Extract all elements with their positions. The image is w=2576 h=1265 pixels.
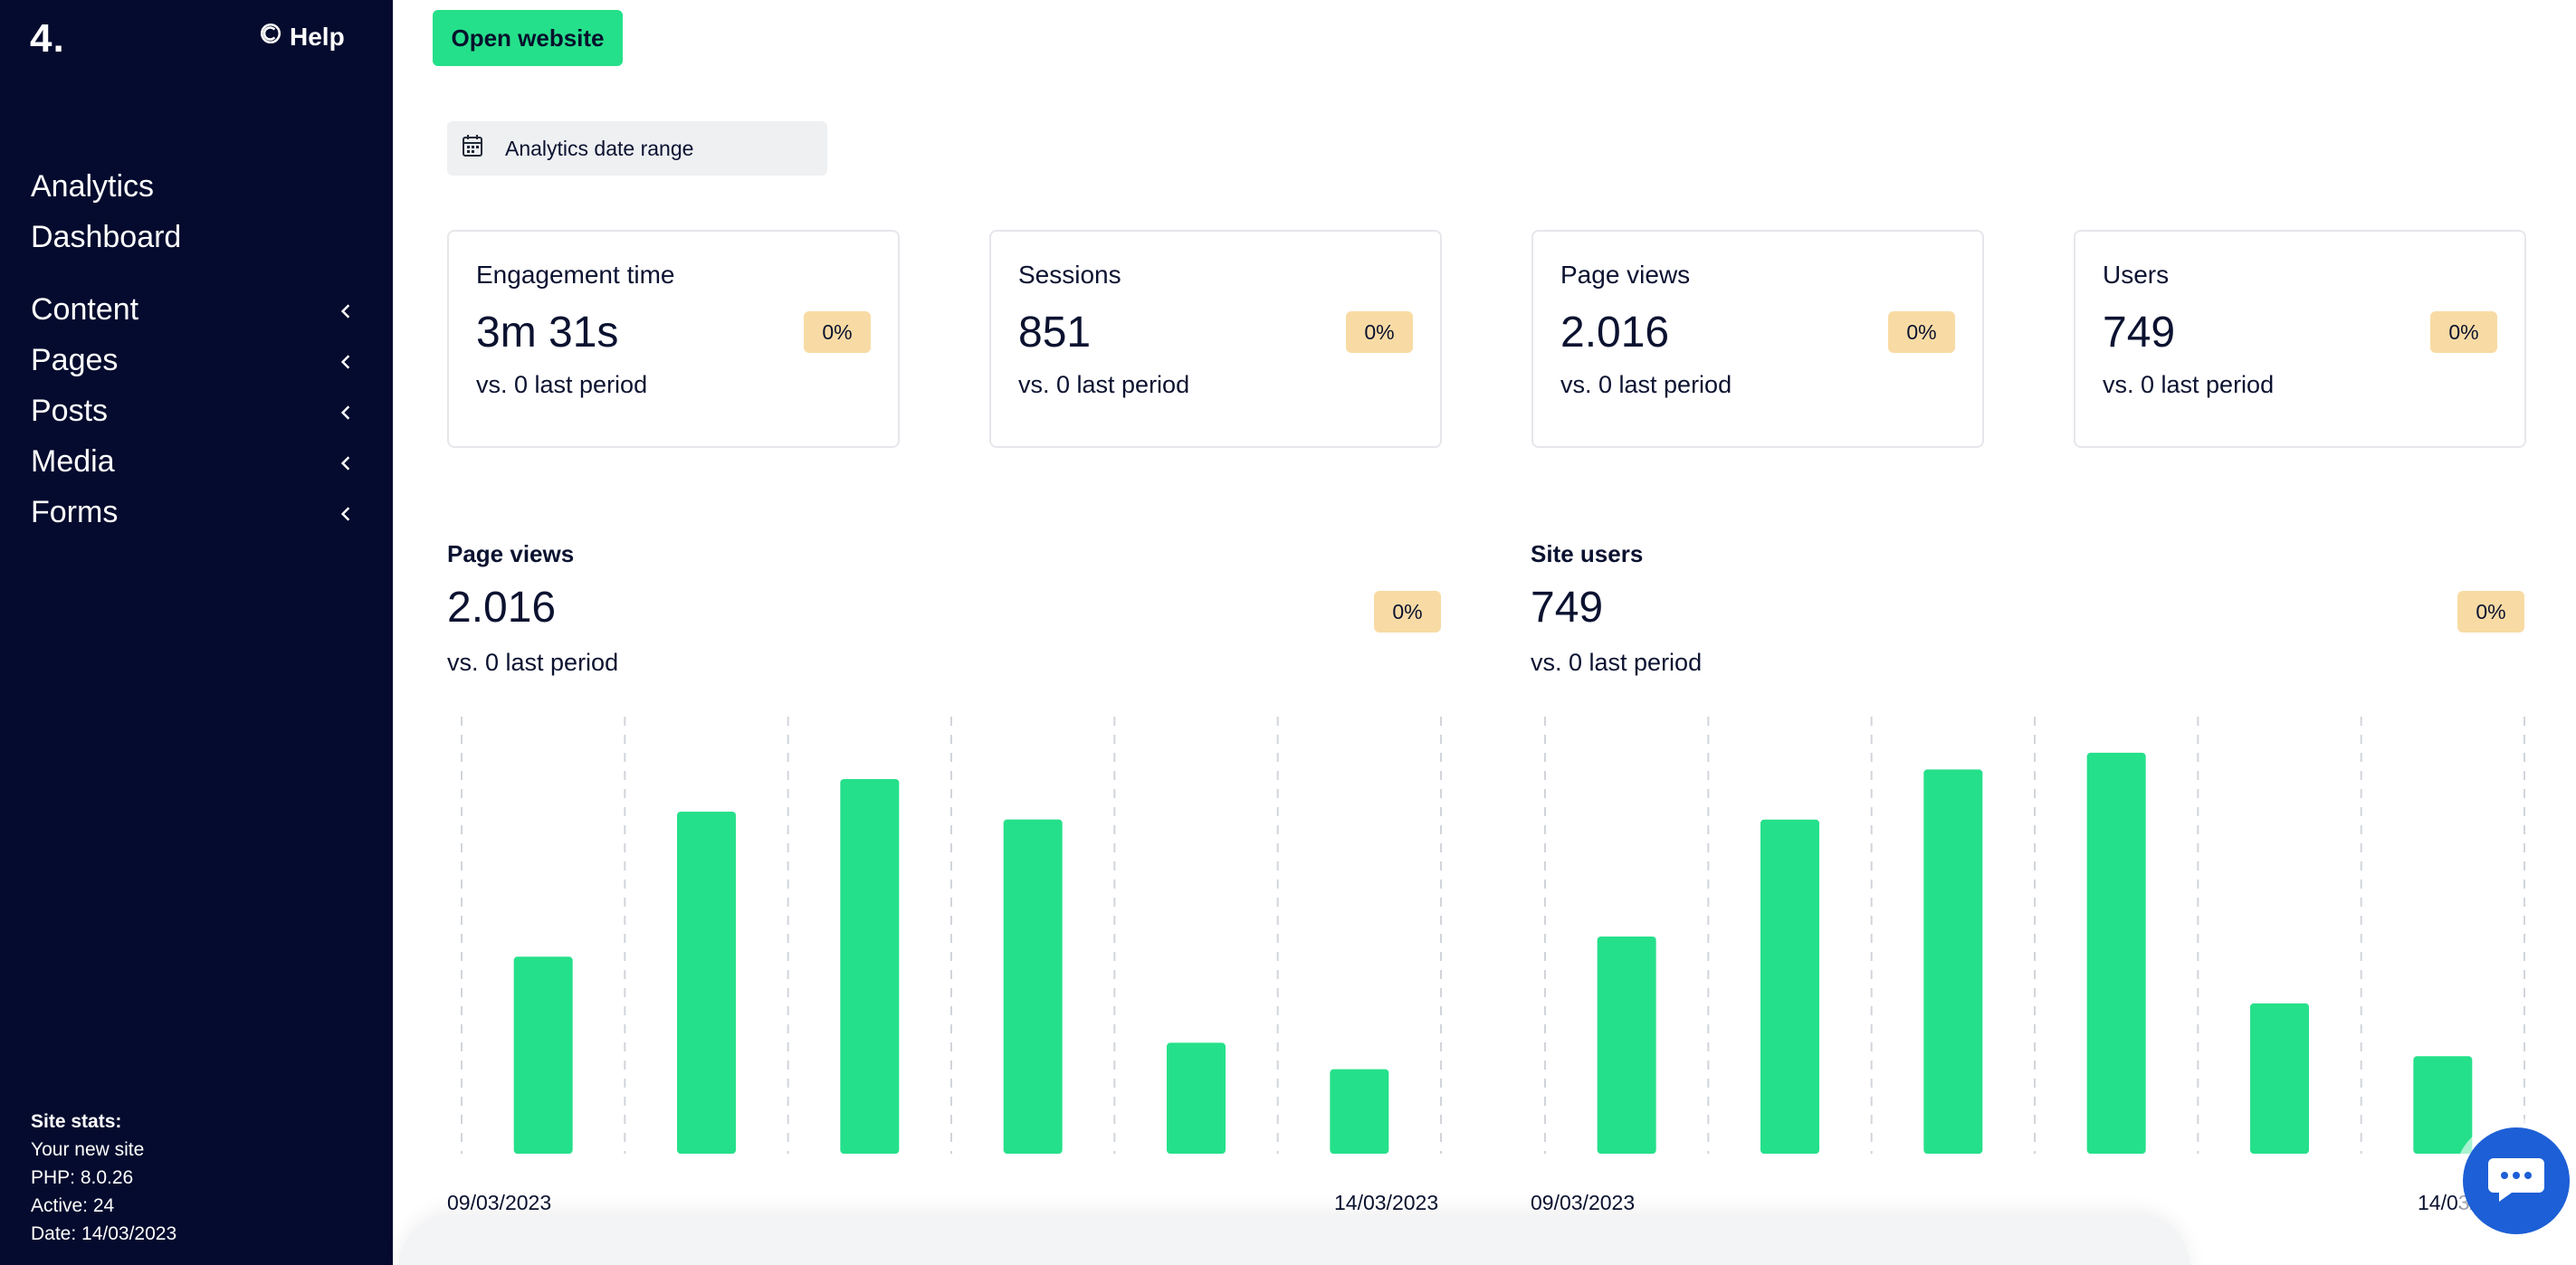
stat-card-sessions: Sessions 851 0% vs. 0 last period xyxy=(989,230,1442,448)
site-stats: Site stats: Your new site PHP: 8.0.26 Ac… xyxy=(31,1108,177,1248)
stat-card-engagement: Engagement time 3m 31s 0% vs. 0 last per… xyxy=(447,230,900,448)
bar-13-03-2023[interactable] xyxy=(2250,1003,2309,1154)
chevron-left-icon xyxy=(339,495,353,530)
calendar-icon xyxy=(462,134,483,163)
chart-value-page-views: 2.016 xyxy=(447,584,557,632)
site-stats-name: Your new site xyxy=(31,1139,145,1160)
help-button[interactable]: Help xyxy=(259,22,345,52)
change-badge: 0% xyxy=(1346,311,1413,353)
chart-value-site-users: 749 xyxy=(1531,584,1604,632)
chat-bubble-icon xyxy=(2485,1153,2548,1210)
chevron-left-icon xyxy=(339,444,353,480)
bar-09-03-2023[interactable] xyxy=(513,956,573,1154)
site-stats-php: PHP: 8.0.26 xyxy=(31,1167,134,1188)
bar-12-03-2023[interactable] xyxy=(1003,819,1063,1154)
page-views-chart xyxy=(461,717,1442,1154)
site-stats-title: Site stats: xyxy=(31,1111,122,1132)
bar-09-03-2023[interactable] xyxy=(1597,937,1656,1154)
stat-card-compare: vs. 0 last period xyxy=(476,371,648,398)
date-range-picker[interactable]: Analytics date range xyxy=(447,121,827,176)
sidebar: 4. Help Analytics Dashboard Content Page… xyxy=(0,0,393,1265)
bar-14-03-2023[interactable] xyxy=(1330,1069,1389,1154)
open-website-button[interactable]: Open website xyxy=(433,10,623,66)
nav-forms-label: Forms xyxy=(31,494,119,529)
change-badge: 0% xyxy=(2457,591,2524,632)
nav-posts-label: Posts xyxy=(31,393,109,428)
bar-11-03-2023[interactable] xyxy=(1923,769,1983,1154)
chevron-left-icon xyxy=(339,343,353,378)
nav-top: Analytics Dashboard xyxy=(31,161,181,262)
stat-card-page-views: Page views 2.016 0% vs. 0 last period xyxy=(1531,230,1984,448)
nav-media[interactable]: Media xyxy=(31,436,353,487)
stat-card-value: 2.016 xyxy=(1560,309,1670,357)
stat-card-value: 749 xyxy=(2103,309,2176,357)
nav-analytics[interactable]: Analytics xyxy=(31,169,155,204)
nav-content[interactable]: Content xyxy=(31,284,353,335)
nav-groups: Content Pages Posts Media Forms xyxy=(31,284,353,537)
main-content: Open website Analytics date range Engage… xyxy=(393,0,2576,1265)
stat-card-compare: vs. 0 last period xyxy=(1018,371,1190,398)
site-stats-active: Active: 24 xyxy=(31,1195,115,1216)
change-badge: 0% xyxy=(2430,311,2497,353)
bar-14-03-2023[interactable] xyxy=(2413,1056,2473,1154)
bar-10-03-2023[interactable] xyxy=(1760,819,1819,1154)
stat-card-compare: vs. 0 last period xyxy=(1560,371,1732,398)
stat-card-label: Page views xyxy=(1560,261,1691,289)
logo[interactable]: 4. xyxy=(30,16,65,61)
chart-compare-page-views: vs. 0 last period xyxy=(447,649,619,676)
bottom-panel xyxy=(398,1214,2190,1265)
change-badge: 0% xyxy=(804,311,871,353)
stat-card-label: Users xyxy=(2103,261,2170,289)
stat-card-value: 851 xyxy=(1018,309,1092,357)
stat-card-label: Sessions xyxy=(1018,261,1121,289)
bar-12-03-2023[interactable] xyxy=(2086,752,2146,1154)
nav-pages[interactable]: Pages xyxy=(31,335,353,385)
nav-media-label: Media xyxy=(31,443,115,479)
change-badge: 0% xyxy=(1888,311,1955,353)
stat-card-compare: vs. 0 last period xyxy=(2103,371,2275,398)
chart-compare-site-users: vs. 0 last period xyxy=(1531,649,1703,676)
site-stats-date: Date: 14/03/2023 xyxy=(31,1223,177,1244)
help-icon xyxy=(259,22,282,52)
stat-card-label: Engagement time xyxy=(476,261,675,289)
date-range-label: Analytics date range xyxy=(505,136,694,160)
site-users-chart xyxy=(1544,717,2525,1154)
nav-dashboard[interactable]: Dashboard xyxy=(31,220,182,254)
stat-card-value: 3m 31s xyxy=(476,309,619,357)
change-badge: 0% xyxy=(1374,591,1441,632)
chart-title-site-users: Site users xyxy=(1531,540,1644,567)
stat-card-users: Users 749 0% vs. 0 last period xyxy=(2074,230,2526,448)
x-axis-end-label: 14/03/2023 xyxy=(1334,1191,1439,1214)
chevron-left-icon xyxy=(339,394,353,429)
nav-pages-label: Pages xyxy=(31,342,119,377)
bar-10-03-2023[interactable] xyxy=(677,812,736,1154)
x-axis-start-label: 09/03/2023 xyxy=(447,1191,552,1214)
nav-posts[interactable]: Posts xyxy=(31,385,353,436)
chart-title-page-views: Page views xyxy=(447,540,575,567)
help-label: Help xyxy=(290,22,345,51)
bar-11-03-2023[interactable] xyxy=(840,779,900,1154)
nav-content-label: Content xyxy=(31,291,139,327)
chat-button[interactable] xyxy=(2463,1127,2570,1234)
x-axis-start-label: 09/03/2023 xyxy=(1531,1191,1636,1214)
nav-forms[interactable]: Forms xyxy=(31,487,353,537)
bar-13-03-2023[interactable] xyxy=(1167,1042,1226,1154)
chevron-left-icon xyxy=(339,292,353,328)
